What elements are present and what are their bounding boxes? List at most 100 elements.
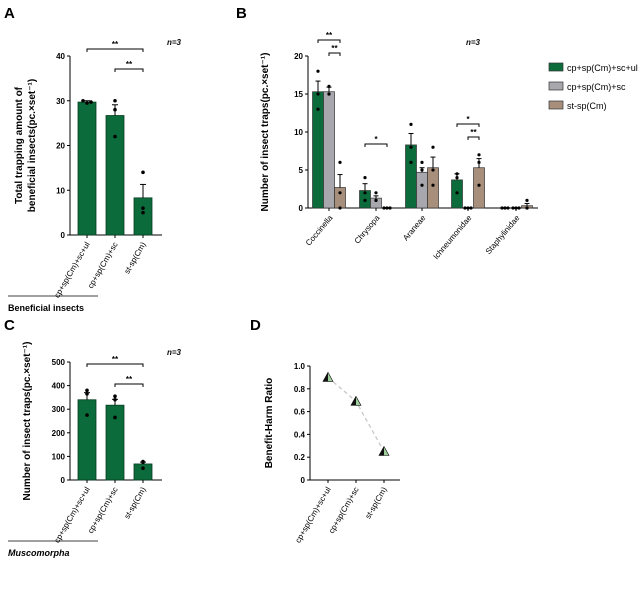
D-series-line bbox=[327, 376, 385, 452]
A-significance-bracket bbox=[114, 68, 144, 72]
A-bar bbox=[105, 115, 125, 236]
legend-label: cp+sp(Cm)+sc bbox=[567, 82, 626, 92]
A-data-point bbox=[113, 134, 117, 139]
C-data-point bbox=[85, 413, 89, 417]
B-y-tick-label: 5 bbox=[299, 166, 304, 175]
B-data-point bbox=[316, 69, 320, 73]
D-x-tick-label: cp+sp(Cm)+sc+ul bbox=[293, 485, 332, 544]
A-bar bbox=[133, 197, 153, 236]
B-data-point bbox=[431, 183, 435, 187]
B-x-tick-label: Ichneumonidae bbox=[431, 213, 473, 261]
legend-swatch bbox=[548, 81, 564, 91]
C-y-tick-label: 100 bbox=[52, 452, 66, 461]
B-data-point bbox=[469, 206, 473, 210]
A-data-point bbox=[81, 98, 85, 103]
legend-label: cp+sp(Cm)+sc+ul bbox=[567, 63, 638, 73]
A-x-tick-label: cp+sp(Cm)+sc bbox=[86, 241, 120, 291]
B-data-point bbox=[363, 198, 367, 202]
panel-b: Bn=3 0 5 10 15 20 Number of insect traps(pc.×s… bbox=[236, 5, 638, 261]
legend-label: st-sp(Cm) bbox=[567, 101, 607, 111]
D-y-tick-label: 1.0 bbox=[294, 362, 306, 371]
C-y-tick-label: 300 bbox=[52, 405, 66, 414]
D-y-tick-label: 0.8 bbox=[294, 385, 306, 394]
C-x-tick-label: st-sp(Cm) bbox=[122, 485, 148, 520]
A-data-point bbox=[113, 98, 117, 103]
B-data-point bbox=[316, 92, 320, 96]
B-significance-bracket bbox=[364, 143, 388, 147]
B-data-point bbox=[382, 206, 386, 210]
A-data-point bbox=[141, 206, 145, 210]
B-data-point bbox=[374, 198, 378, 202]
B-y-axis-label: Number of insect traps(pc.×set⁻¹) bbox=[260, 53, 271, 212]
sample-size-label: n=3 bbox=[167, 38, 182, 47]
B-data-point bbox=[374, 191, 378, 195]
B-significance-bracket bbox=[456, 123, 480, 127]
B-data-point bbox=[409, 145, 413, 149]
panel-letter: D bbox=[250, 317, 261, 334]
B-data-point bbox=[525, 206, 529, 210]
B-y-tick-label: 10 bbox=[294, 128, 303, 137]
panel-c: Cn=3 0 100 200 300 400 500 Number of insect tra… bbox=[4, 317, 182, 558]
D-y-tick-label: 0.6 bbox=[294, 408, 306, 417]
C-data-point bbox=[113, 415, 117, 420]
sample-size-label: n=3 bbox=[167, 348, 182, 357]
B-bar bbox=[416, 171, 428, 209]
A-bar bbox=[77, 101, 97, 236]
D-y-tick-label: 0.2 bbox=[294, 453, 306, 462]
B-y-tick-label: 15 bbox=[294, 90, 303, 99]
B-data-point bbox=[511, 206, 515, 210]
panel-letter: C bbox=[4, 317, 15, 334]
A-significance-label: ** bbox=[112, 40, 119, 49]
A-significance-label: ** bbox=[126, 60, 133, 69]
A-data-point bbox=[141, 210, 145, 215]
B-data-point bbox=[420, 183, 424, 187]
B-data-point bbox=[477, 160, 481, 164]
B-data-point bbox=[409, 160, 413, 164]
C-group-label: Muscomorpha bbox=[8, 548, 70, 558]
B-data-point bbox=[525, 198, 529, 202]
B-data-point bbox=[385, 206, 389, 210]
B-data-point bbox=[388, 206, 392, 210]
B-data-point bbox=[409, 122, 413, 126]
C-data-point bbox=[85, 392, 89, 396]
C-bar bbox=[133, 463, 153, 481]
C-significance-bracket bbox=[86, 363, 144, 367]
D-y-tick-label: 0 bbox=[301, 476, 306, 485]
B-data-point bbox=[455, 172, 459, 176]
B-significance-bracket bbox=[467, 136, 480, 140]
sample-size-label: n=3 bbox=[466, 38, 481, 47]
B-significance-bracket bbox=[317, 39, 341, 43]
B-bar bbox=[427, 167, 439, 209]
B-data-point bbox=[363, 191, 367, 195]
legend-swatch bbox=[548, 62, 564, 72]
D-marker-shade bbox=[351, 396, 356, 406]
B-data-point bbox=[431, 168, 435, 172]
A-y-tick-label: 10 bbox=[56, 186, 65, 195]
B-x-tick-label: Chrysopa bbox=[353, 213, 382, 245]
B-data-point bbox=[338, 191, 342, 195]
B-data-point bbox=[363, 176, 367, 180]
A-group-label: Beneficial insects bbox=[8, 303, 84, 313]
B-significance-label: * bbox=[374, 135, 378, 144]
B-data-point bbox=[420, 160, 424, 164]
C-data-point bbox=[141, 466, 145, 471]
A-y-tick-label: 0 bbox=[61, 231, 66, 240]
C-y-axis-label: Number of insect traps(pc.×set⁻¹) bbox=[22, 342, 33, 501]
B-data-point bbox=[477, 153, 481, 157]
B-data-point bbox=[517, 206, 521, 210]
B-data-point bbox=[338, 206, 342, 210]
C-significance-label: ** bbox=[126, 375, 133, 384]
panel-a: An=3 0 10 20 30 40 Total trapping amount of ben… bbox=[4, 5, 182, 313]
B-significance-label: ** bbox=[470, 128, 477, 137]
C-y-tick-label: 400 bbox=[52, 382, 66, 391]
A-data-point bbox=[85, 101, 89, 105]
A-x-tick-label: st-sp(Cm) bbox=[122, 240, 148, 275]
B-significance-bracket bbox=[328, 52, 341, 56]
B-x-tick-label: Coccinella bbox=[304, 213, 335, 247]
C-y-tick-label: 200 bbox=[52, 429, 66, 438]
B-data-point bbox=[316, 107, 320, 111]
panel-letter: B bbox=[236, 5, 247, 22]
C-y-tick-label: 0 bbox=[61, 476, 66, 485]
C-bar bbox=[77, 399, 97, 481]
